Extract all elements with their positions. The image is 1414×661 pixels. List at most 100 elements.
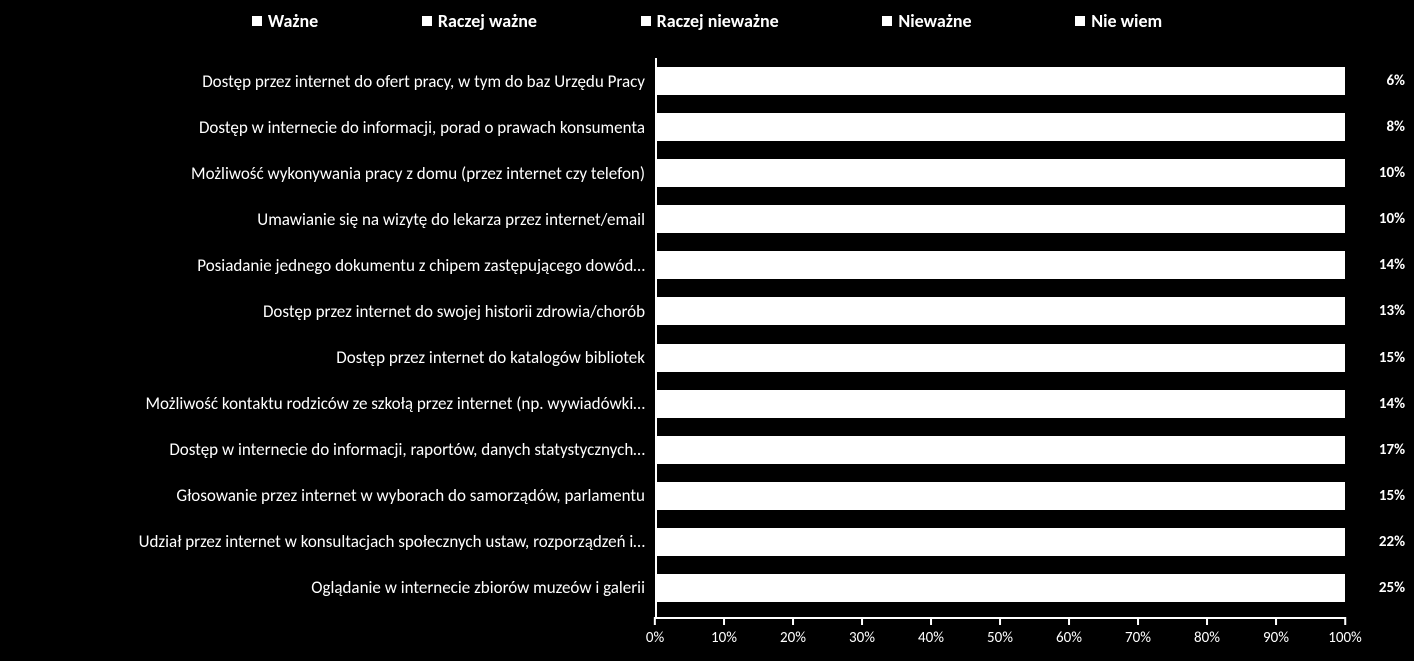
chart-container: Ważne Raczej ważne Raczej nieważne Niewa…	[0, 0, 1414, 661]
x-tick: 70%	[1125, 617, 1151, 647]
x-tick: 90%	[1263, 617, 1289, 647]
x-tick-mark	[1275, 617, 1277, 625]
y-axis-label: Oglądanie w internecie zbiorów muzeów i …	[0, 577, 655, 598]
x-tick-mark	[861, 617, 863, 625]
legend: Ważne Raczej ważne Raczej nieważne Niewa…	[0, 0, 1414, 38]
bar-track: 10%	[655, 159, 1345, 187]
bar-end-label: 14%	[1350, 251, 1405, 279]
y-axis-label: Głosowanie przez internet w wyborach do …	[0, 485, 655, 506]
bar-end-label: 25%	[1350, 574, 1405, 602]
legend-item: Raczej ważne	[422, 10, 537, 32]
legend-label: Nieważne	[898, 10, 971, 32]
legend-marker-icon	[422, 16, 432, 26]
bar	[655, 528, 1345, 556]
bar-rows: Dostęp przez internet do ofert pracy, w …	[0, 58, 1414, 611]
bar	[655, 159, 1345, 187]
bar-row: Udział przez internet w konsultacjach sp…	[0, 519, 1414, 565]
bar-track: 14%	[655, 390, 1345, 418]
x-tick-mark	[1068, 617, 1070, 625]
bar	[655, 297, 1345, 325]
x-tick: 100%	[1328, 617, 1362, 647]
bar-row: Posiadanie jednego dokumentu z chipem za…	[0, 242, 1414, 288]
y-axis-label: Możliwość wykonywania pracy z domu (prze…	[0, 163, 655, 184]
bar-track: 14%	[655, 251, 1345, 279]
y-axis-label: Dostęp w internecie do informacji, rapor…	[0, 439, 655, 460]
x-tick-label: 10%	[711, 629, 737, 647]
legend-label: Ważne	[268, 10, 318, 32]
x-tick-label: 40%	[918, 629, 944, 647]
bar-track: 15%	[655, 344, 1345, 372]
bar-track: 15%	[655, 482, 1345, 510]
legend-label: Raczej nieważne	[657, 10, 779, 32]
x-tick-mark	[1344, 617, 1346, 625]
bar-row: Głosowanie przez internet w wyborach do …	[0, 473, 1414, 519]
bar-end-label: 22%	[1350, 528, 1405, 556]
bar	[655, 574, 1345, 602]
x-tick-mark	[723, 617, 725, 625]
x-tick: 30%	[849, 617, 875, 647]
legend-item: Nieważne	[882, 10, 971, 32]
x-tick: 20%	[780, 617, 806, 647]
x-tick-label: 70%	[1125, 629, 1151, 647]
x-tick: 80%	[1194, 617, 1220, 647]
bar-row: Dostęp przez internet do swojej historii…	[0, 288, 1414, 334]
x-tick-label: 20%	[780, 629, 806, 647]
bar-track: 10%	[655, 205, 1345, 233]
legend-label: Raczej ważne	[438, 10, 537, 32]
y-axis-label: Udział przez internet w konsultacjach sp…	[0, 531, 655, 552]
bar	[655, 436, 1345, 464]
legend-label: Nie wiem	[1091, 10, 1162, 32]
bar-end-label: 15%	[1350, 344, 1405, 372]
bar-row: Dostęp w internecie do informacji, rapor…	[0, 427, 1414, 473]
bar-row: Dostęp przez internet do ofert pracy, w …	[0, 58, 1414, 104]
bar	[655, 113, 1345, 141]
y-axis-label: Dostęp przez internet do ofert pracy, w …	[0, 71, 655, 92]
bar	[655, 390, 1345, 418]
y-axis-label: Umawianie się na wizytę do lekarza przez…	[0, 209, 655, 230]
y-axis-label: Posiadanie jednego dokumentu z chipem za…	[0, 255, 655, 276]
x-tick-label: 60%	[1056, 629, 1082, 647]
bar-row: Umawianie się na wizytę do lekarza przez…	[0, 196, 1414, 242]
y-axis-label: Dostęp przez internet do swojej historii…	[0, 301, 655, 322]
y-axis-label: Dostęp w internecie do informacji, porad…	[0, 117, 655, 138]
x-tick-label: 100%	[1328, 629, 1362, 647]
x-tick-mark	[930, 617, 932, 625]
x-tick-mark	[654, 617, 656, 625]
x-tick-label: 30%	[849, 629, 875, 647]
bar-row: Oglądanie w internecie zbiorów muzeów i …	[0, 565, 1414, 611]
bar-track: 8%	[655, 113, 1345, 141]
bar-row: Dostęp przez internet do katalogów bibli…	[0, 334, 1414, 380]
x-tick: 60%	[1056, 617, 1082, 647]
bar-track: 22%	[655, 528, 1345, 556]
bar-end-label: 8%	[1350, 113, 1405, 141]
x-tick-label: 50%	[987, 629, 1013, 647]
bar-row: Dostęp w internecie do informacji, porad…	[0, 104, 1414, 150]
bar-row: Możliwość wykonywania pracy z domu (prze…	[0, 150, 1414, 196]
legend-marker-icon	[641, 16, 651, 26]
x-axis: 0% 10% 20% 30% 40% 50%	[655, 617, 1345, 647]
bar-row: Możliwość kontaktu rodziców ze szkołą pr…	[0, 381, 1414, 427]
legend-marker-icon	[1075, 16, 1085, 26]
bar	[655, 205, 1345, 233]
y-axis-label: Dostęp przez internet do katalogów bibli…	[0, 347, 655, 368]
y-axis-label: Możliwość kontaktu rodziców ze szkołą pr…	[0, 393, 655, 414]
x-tick: 0%	[646, 617, 664, 647]
x-tick-mark	[1137, 617, 1139, 625]
x-tick-mark	[1206, 617, 1208, 625]
bar-end-label: 6%	[1350, 67, 1405, 95]
legend-marker-icon	[882, 16, 892, 26]
bar-track: 25%	[655, 574, 1345, 602]
bar	[655, 344, 1345, 372]
bar-end-label: 14%	[1350, 390, 1405, 418]
bar-end-label: 17%	[1350, 436, 1405, 464]
x-tick-mark	[792, 617, 794, 625]
x-tick: 50%	[987, 617, 1013, 647]
bar-end-label: 10%	[1350, 159, 1405, 187]
legend-item: Nie wiem	[1075, 10, 1162, 32]
x-tick: 10%	[711, 617, 737, 647]
x-tick-mark	[999, 617, 1001, 625]
x-tick-label: 80%	[1194, 629, 1220, 647]
x-tick-label: 90%	[1263, 629, 1289, 647]
bar	[655, 67, 1345, 95]
bar-end-label: 10%	[1350, 205, 1405, 233]
